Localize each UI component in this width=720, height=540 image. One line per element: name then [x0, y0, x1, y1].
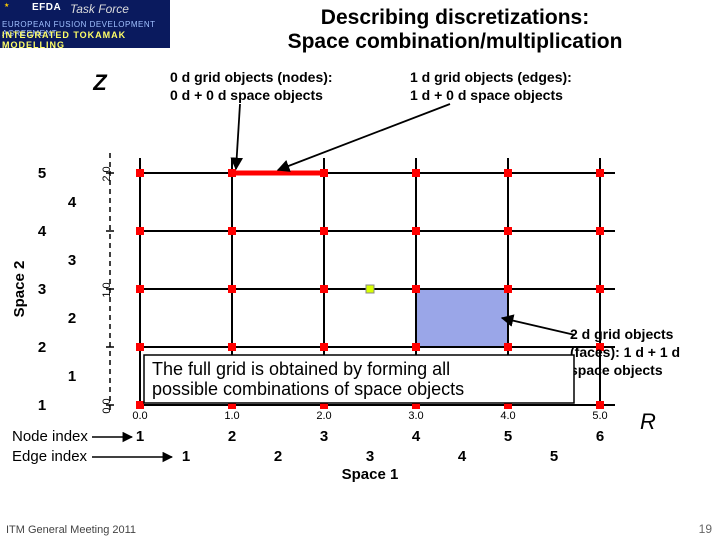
svg-text:2 d grid objects: 2 d grid objects	[570, 326, 674, 342]
grid-node	[136, 169, 144, 177]
svg-text:5: 5	[550, 448, 558, 465]
faces-callout-arrow	[502, 318, 575, 335]
grid-node	[596, 401, 604, 409]
svg-text:2: 2	[68, 310, 76, 327]
svg-text:1: 1	[68, 368, 76, 385]
svg-text:(faces): 1 d + 1 d: (faces): 1 d + 1 d	[570, 344, 680, 360]
grid-node	[136, 227, 144, 235]
svg-text:3: 3	[320, 428, 328, 445]
diagram-svg: 0.0 1.0 2.0 3.0 4.0 5.0 1 2 3 4 5 6 1 2 3 4 5 Space 1 R 1 2 3…	[10, 60, 710, 510]
edges-callout-arrow	[278, 104, 450, 170]
svg-text:1 d grid objects (edges):: 1 d grid objects (edges):	[410, 69, 572, 85]
svg-text:0 d grid objects (nodes):: 0 d grid objects (nodes):	[170, 69, 333, 85]
grid-node	[412, 343, 420, 351]
svg-text:2.0: 2.0	[316, 410, 331, 422]
grid-node	[320, 227, 328, 235]
svg-text:5: 5	[38, 165, 46, 182]
slide-title: Describing discretizations: Space combin…	[210, 6, 700, 54]
svg-text:Z: Z	[92, 70, 108, 95]
svg-text:0.0: 0.0	[132, 410, 147, 422]
grid-node	[412, 227, 420, 235]
svg-text:0 d + 0 d space objects: 0 d + 0 d space objects	[170, 87, 323, 103]
svg-text:0.0: 0.0	[101, 398, 113, 413]
svg-text:1 d + 0 d space objects: 1 d + 0 d space objects	[410, 87, 563, 103]
svg-text:3.0: 3.0	[408, 410, 423, 422]
grid-node	[228, 169, 236, 177]
grid-node	[412, 169, 420, 177]
svg-text:3: 3	[68, 252, 76, 269]
svg-text:1: 1	[38, 397, 46, 414]
svg-text:4: 4	[458, 448, 467, 465]
footer-left: ITM General Meeting 2011	[6, 524, 136, 536]
title-line1: Describing discretizations: Space combin…	[288, 6, 623, 53]
grid-node	[320, 169, 328, 177]
svg-text:4: 4	[38, 223, 47, 240]
grid-node	[412, 285, 420, 293]
svg-text:4: 4	[68, 194, 77, 211]
svg-text:1.0: 1.0	[224, 410, 239, 422]
svg-text:2: 2	[38, 339, 46, 356]
grid-node	[228, 285, 236, 293]
grid-node	[136, 401, 144, 409]
svg-text:1.0: 1.0	[101, 282, 113, 297]
grid-node	[596, 285, 604, 293]
grid-node	[504, 343, 512, 351]
taskforce-label: Task Force	[70, 2, 129, 16]
nodes-callout-arrow	[236, 104, 240, 169]
svg-text:2: 2	[228, 428, 236, 445]
grid-node	[228, 343, 236, 351]
svg-text:2: 2	[274, 448, 282, 465]
svg-text:5: 5	[504, 428, 512, 445]
svg-text:Space 2: Space 2	[11, 261, 28, 318]
svg-text:R: R	[640, 409, 656, 434]
svg-text:4: 4	[412, 428, 421, 445]
grid-node	[228, 227, 236, 235]
svg-text:5.0: 5.0	[592, 410, 607, 422]
svg-text:space objects: space objects	[570, 362, 663, 378]
svg-text:Edge index: Edge index	[12, 448, 88, 465]
svg-text:2.0: 2.0	[101, 166, 113, 181]
page-number: 19	[699, 522, 712, 536]
grid-node	[320, 285, 328, 293]
grid-node	[504, 169, 512, 177]
center-marker	[366, 285, 374, 293]
svg-text:1: 1	[182, 448, 190, 465]
grid-node	[320, 343, 328, 351]
svg-text:6: 6	[596, 428, 604, 445]
svg-text:possible combinations of space: possible combinations of space objects	[152, 379, 464, 399]
svg-text:The full grid is obtained by f: The full grid is obtained by forming all	[152, 359, 450, 379]
grid-node	[136, 343, 144, 351]
grid-node	[136, 285, 144, 293]
svg-text:1: 1	[136, 428, 144, 445]
svg-text:Node index: Node index	[12, 428, 88, 445]
grid-node	[504, 227, 512, 235]
grid-node	[504, 285, 512, 293]
efda-label: EFDA	[32, 2, 61, 13]
svg-text:3: 3	[366, 448, 374, 465]
grid-node	[596, 169, 604, 177]
face-highlight	[416, 289, 508, 347]
svg-text:Space 1: Space 1	[342, 466, 399, 483]
grid-node	[596, 227, 604, 235]
svg-text:3: 3	[38, 281, 46, 298]
header-bar: ★ EFDA Task Force EUROPEAN FUSION DEVELO…	[0, 0, 170, 48]
header-itm: INTEGRATED TOKAMAK MODELLING	[2, 30, 170, 50]
svg-text:4.0: 4.0	[500, 410, 515, 422]
